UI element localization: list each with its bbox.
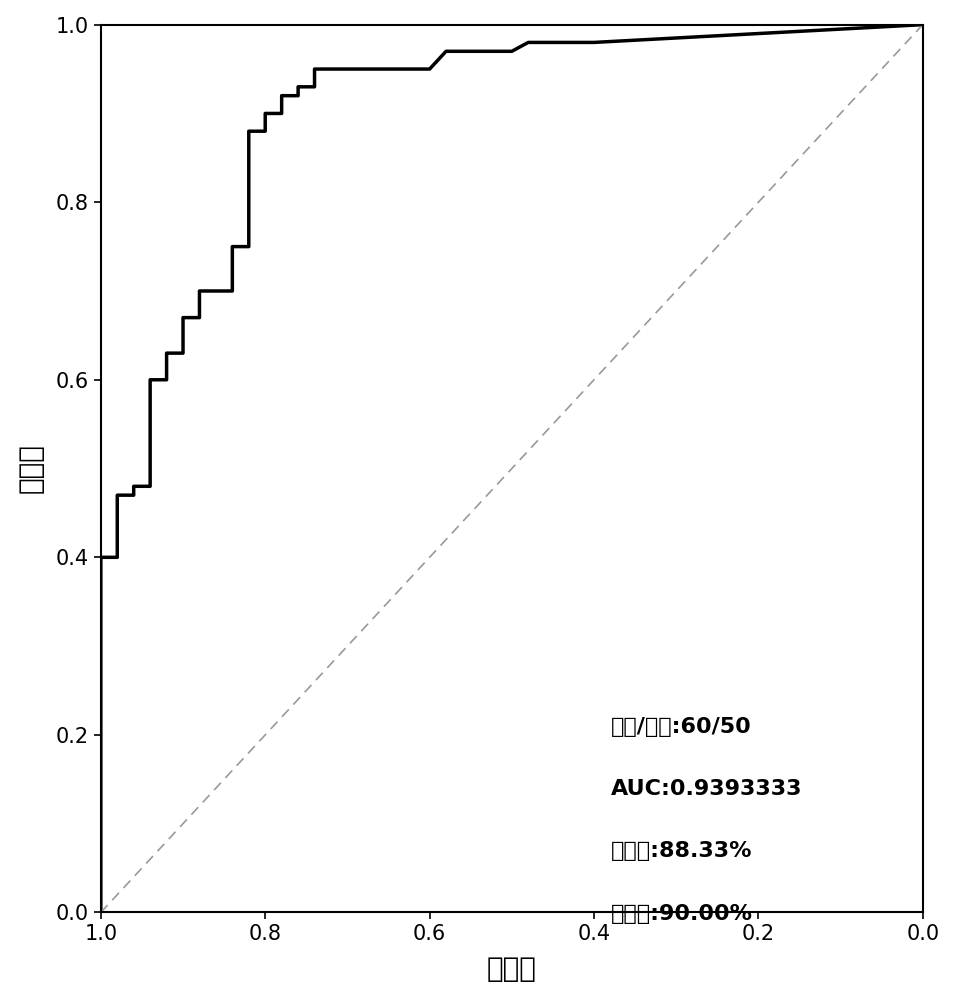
Text: 特异性:90.00%: 特异性:90.00%	[611, 904, 752, 924]
Text: 灵敏度:88.33%: 灵敏度:88.33%	[611, 841, 752, 861]
Text: 病例/对照:60/50: 病例/对照:60/50	[611, 717, 751, 737]
Text: AUC:0.9393333: AUC:0.9393333	[611, 779, 802, 799]
X-axis label: 特异性: 特异性	[487, 955, 536, 983]
Y-axis label: 灵敏度: 灵敏度	[16, 444, 45, 493]
